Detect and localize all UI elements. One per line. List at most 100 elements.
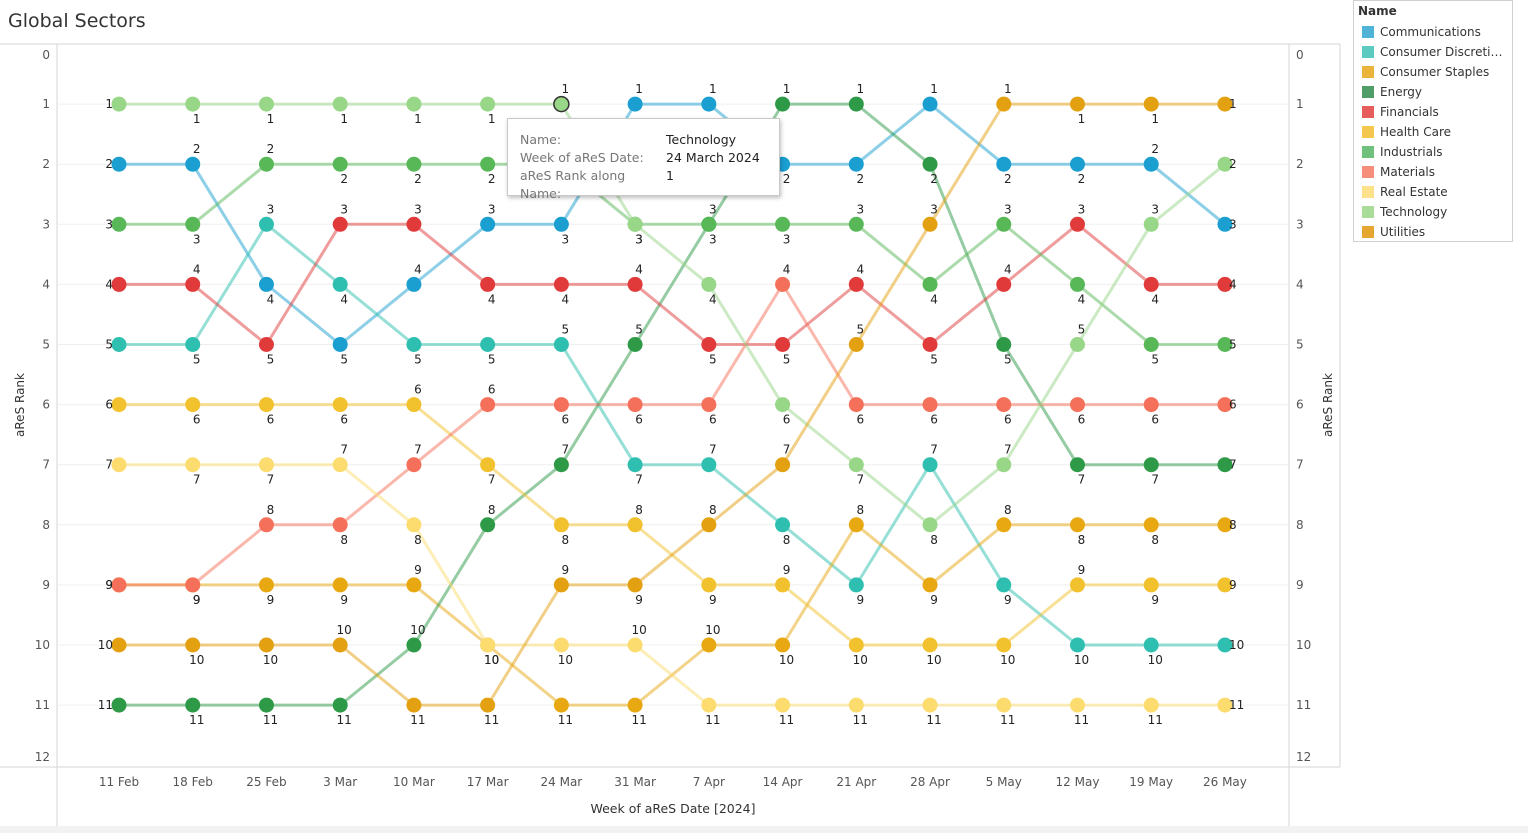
y-tick-label: 4 — [42, 277, 50, 291]
data-label: 8 — [1078, 533, 1086, 547]
data-label: 7 — [488, 473, 496, 487]
data-point — [332, 156, 348, 172]
tooltip-row-name: Name: Technology — [520, 131, 767, 149]
data-point — [406, 697, 422, 713]
data-point — [922, 337, 938, 352]
legend-swatch — [1362, 126, 1374, 138]
data-point — [848, 276, 864, 292]
data-point — [775, 517, 791, 533]
tooltip-value: Technology — [666, 132, 737, 147]
data-point — [1217, 697, 1233, 713]
data-label: 10 — [484, 653, 499, 667]
data-point — [922, 156, 938, 172]
data-point — [627, 337, 643, 352]
data-label: 7 — [267, 473, 275, 487]
data-label: 3 — [193, 232, 201, 246]
data-point — [1143, 216, 1159, 232]
legend-item[interactable]: Materials — [1358, 162, 1508, 182]
data-label: 6 — [709, 413, 717, 427]
data-label: 8 — [488, 503, 496, 517]
data-point — [775, 457, 791, 473]
data-label: 11 — [779, 713, 794, 727]
data-point — [1069, 517, 1085, 533]
data-point — [111, 216, 127, 232]
data-label: 5 — [267, 353, 275, 367]
data-point — [185, 156, 201, 172]
legend-swatch — [1362, 226, 1374, 238]
x-tick-label: 24 Mar — [541, 775, 583, 789]
data-point — [185, 457, 201, 473]
data-point — [332, 577, 348, 593]
data-point — [406, 637, 422, 653]
data-point — [1143, 457, 1159, 473]
data-point — [185, 96, 201, 112]
data-label: 1 — [1078, 112, 1086, 126]
y-tick-label: 9 — [42, 578, 50, 592]
data-label: 2 — [488, 172, 496, 186]
data-label: 4 — [709, 292, 717, 306]
data-point — [848, 156, 864, 172]
data-point — [480, 337, 496, 352]
data-label: 4 — [105, 277, 113, 291]
data-label: 3 — [1004, 202, 1012, 216]
data-label: 9 — [193, 593, 201, 607]
data-point — [848, 697, 864, 713]
data-point — [701, 457, 717, 473]
data-point — [185, 397, 201, 413]
data-point — [922, 637, 938, 653]
data-point — [111, 397, 127, 413]
legend-label: Utilities — [1380, 225, 1426, 239]
data-point — [996, 697, 1012, 713]
legend-item[interactable]: Financials — [1358, 102, 1508, 122]
data-point — [332, 276, 348, 292]
data-label: 11 — [558, 713, 573, 727]
data-label: 6 — [856, 413, 864, 427]
data-label: 11 — [263, 713, 278, 727]
data-point — [996, 637, 1012, 653]
data-point — [701, 697, 717, 713]
data-label: 9 — [105, 578, 113, 592]
tooltip-value: 24 March 2024 — [666, 150, 760, 165]
data-label: 4 — [856, 262, 864, 276]
legend-item[interactable]: Industrials — [1358, 142, 1508, 162]
data-point — [480, 276, 496, 292]
legend-item[interactable]: Communications — [1358, 22, 1508, 42]
data-point — [627, 457, 643, 473]
data-label: 5 — [340, 353, 348, 367]
data-label: 10 — [98, 638, 113, 652]
legend-item[interactable]: Real Estate — [1358, 182, 1508, 202]
data-point — [480, 156, 496, 172]
data-point — [996, 517, 1012, 533]
data-point — [258, 397, 274, 413]
data-label: 3 — [562, 232, 570, 246]
data-point — [996, 577, 1012, 593]
data-point — [480, 517, 496, 533]
data-label: 10 — [410, 623, 425, 637]
legend-item[interactable]: Technology — [1358, 202, 1508, 222]
legend-item[interactable]: Energy — [1358, 82, 1508, 102]
data-point — [627, 637, 643, 653]
data-point — [1143, 577, 1159, 593]
data-label: 1 — [635, 82, 643, 96]
data-point — [1143, 337, 1159, 352]
x-tick-label: 21 Apr — [836, 775, 876, 789]
data-label: 8 — [562, 533, 570, 547]
data-label: 2 — [783, 172, 791, 186]
y-tick-label: 6 — [42, 398, 50, 412]
legend-item[interactable]: Consumer Staples — [1358, 62, 1508, 82]
data-point — [406, 457, 422, 473]
bump-chart[interactable]: 0 0 1 1 2 2 3 3 4 4 5 5 6 6 7 7 8 8 9 9 10 10 11 11 12 12 aReS Ran… — [0, 0, 1345, 833]
legend-item[interactable]: Utilities — [1358, 222, 1508, 242]
data-label: 9 — [783, 563, 791, 577]
x-tick-label: 3 Mar — [323, 775, 357, 789]
data-point — [1217, 96, 1233, 112]
data-point — [627, 397, 643, 413]
data-label: 1 — [562, 82, 570, 96]
data-label: 7 — [105, 458, 113, 472]
data-point — [111, 337, 127, 352]
legend-item[interactable]: Consumer Discretion... — [1358, 42, 1508, 62]
y-tick-label-right: 1 — [1296, 97, 1304, 111]
legend-item[interactable]: Health Care — [1358, 122, 1508, 142]
data-point — [1069, 457, 1085, 473]
